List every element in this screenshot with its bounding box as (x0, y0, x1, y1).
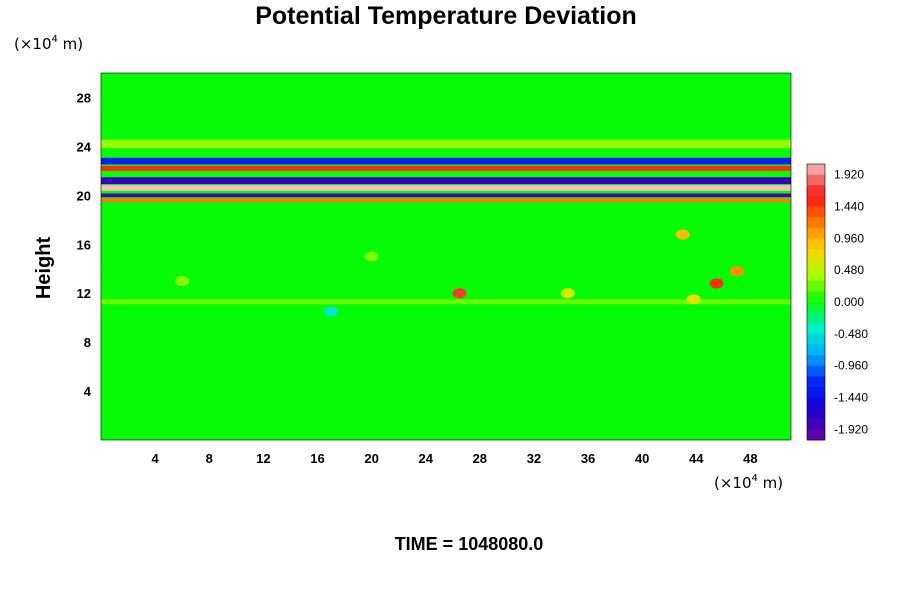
x-tick-label: 32 (527, 451, 541, 466)
colorbar-segment (807, 386, 825, 398)
colorbar-tick-label: 0.000 (834, 295, 864, 309)
field-spot (675, 229, 690, 240)
colorbar-segment (807, 397, 825, 409)
colorbar-segment (807, 333, 825, 345)
colorbar-frame (806, 163, 826, 441)
field-band (101, 198, 791, 203)
y-tick-label: 28 (77, 90, 91, 105)
x-tick-label: 36 (581, 451, 595, 466)
colorbar-tick-labels: 1.920 1.440 0.960 0.480 0.000 -0.480 -0.960 -1.… (834, 168, 868, 437)
colorbar-segment (807, 238, 825, 250)
x-tick-label: 24 (418, 451, 433, 466)
y-tick-labels: 4 8 12 16 20 24 28 (77, 90, 92, 399)
colorbar-segment (807, 174, 825, 186)
y-tick-label: 12 (77, 286, 91, 301)
field-band (101, 177, 791, 185)
field-band (101, 185, 791, 191)
colorbar-segment (807, 259, 825, 271)
colorbar-segment (807, 344, 825, 356)
field-band (101, 299, 791, 305)
field-spot (729, 266, 744, 277)
colorbar-segment (807, 248, 825, 260)
y-tick-label: 24 (77, 139, 92, 154)
field-band (101, 165, 791, 171)
y-unit-label: (×104 m) (14, 34, 83, 53)
x-tick-label: 12 (256, 451, 270, 466)
field-band (101, 157, 791, 165)
x-tick-label: 8 (206, 451, 213, 466)
x-tick-labels: 4 8 12 16 20 24 28 32 36 40 44 48 (152, 451, 758, 466)
field-spot (560, 288, 575, 299)
colorbar-tick-label: 0.480 (834, 263, 864, 277)
colorbar-segment (807, 206, 825, 218)
y-tick-label: 8 (84, 335, 91, 350)
plot-background (101, 73, 791, 440)
time-label: TIME = 1048080.0 (395, 534, 544, 554)
colorbar-segment (807, 280, 825, 292)
x-tick-label: 4 (152, 451, 160, 466)
field-spot (709, 278, 724, 289)
field-band (101, 193, 791, 198)
colorbar-segment (807, 323, 825, 335)
x-unit-label: (×104 m) (714, 473, 783, 492)
field-spot (452, 288, 467, 299)
colorbar-tick-label: 1.440 (834, 199, 864, 213)
field-spot (175, 275, 190, 286)
x-tick-label: 48 (743, 451, 757, 466)
colorbar-segment (807, 408, 825, 420)
x-tick-label: 44 (689, 451, 704, 466)
colorbar-segment (807, 227, 825, 239)
colorbar-segment (807, 185, 825, 197)
colorbar (806, 163, 826, 441)
colorbar-segment (807, 365, 825, 377)
plot-area (100, 72, 792, 441)
x-tick-label: 20 (364, 451, 378, 466)
colorbar-segment (807, 418, 825, 430)
colorbar-tick-label: 0.960 (834, 231, 864, 245)
colorbar-segment (807, 270, 825, 282)
colorbar-tick-label: -0.960 (834, 359, 868, 373)
field-spot (324, 306, 338, 317)
colorbar-segment (807, 291, 825, 303)
colorbar-tick-label: 1.920 (834, 168, 864, 182)
colorbar-tick-label: -1.440 (834, 391, 868, 405)
colorbar-segment (807, 302, 825, 314)
colorbar-segment (807, 195, 825, 207)
field-band (101, 139, 791, 149)
y-tick-label: 4 (84, 384, 92, 399)
field-spot (364, 251, 379, 262)
colorbar-tick-label: -0.480 (834, 327, 868, 341)
plot-border (100, 72, 792, 441)
field-spot (686, 294, 701, 305)
chart-title: Potential Temperature Deviation (255, 2, 637, 30)
colorbar-segment (807, 355, 825, 367)
y-axis-label: Height (33, 237, 55, 300)
y-tick-label: 20 (77, 188, 91, 203)
x-tick-label: 28 (473, 451, 487, 466)
colorbar-segment (807, 164, 825, 176)
colorbar-segment (807, 429, 825, 441)
x-tick-label: 16 (310, 451, 324, 466)
colorbar-segment (807, 376, 825, 388)
x-tick-label: 40 (635, 451, 649, 466)
y-tick-label: 16 (77, 237, 91, 252)
colorbar-tick-label: -1.920 (834, 422, 868, 436)
colorbar-segment (807, 217, 825, 229)
colorbar-segment (807, 312, 825, 324)
